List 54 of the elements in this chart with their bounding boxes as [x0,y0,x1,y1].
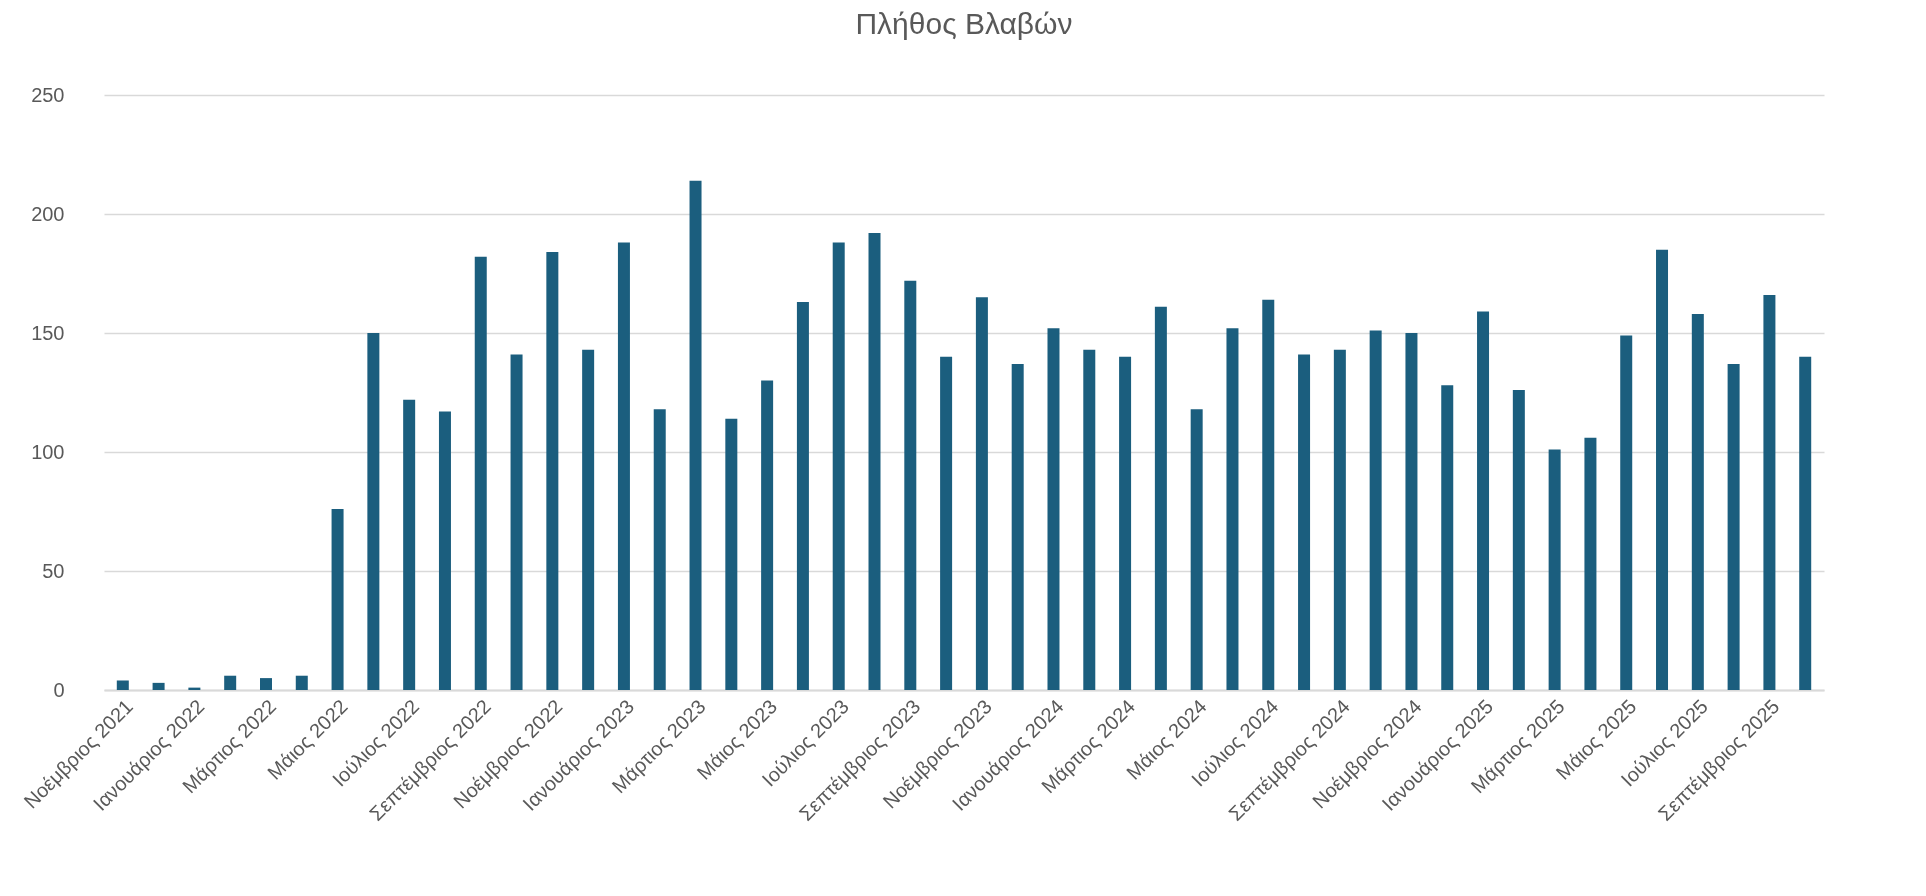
bar [725,418,738,690]
y-tick-label: 50 [42,559,65,582]
bar [152,682,165,690]
bar [474,256,487,690]
bar [224,675,237,690]
chart-title: Πλήθος Βλαβών [855,7,1073,40]
bar [1333,349,1346,690]
bar [546,252,559,690]
y-tick-label: 200 [31,202,65,225]
bar [1119,356,1132,690]
bar [1799,356,1812,690]
bar [1691,313,1704,690]
bar [940,356,953,690]
bar [1656,249,1669,690]
bar [259,678,272,690]
bar [1047,328,1060,690]
bar [438,411,451,690]
bar [904,280,917,690]
bar [761,380,774,690]
bar [403,399,416,690]
bar [367,333,380,690]
bar [1477,311,1490,690]
bar [1584,437,1597,690]
bar [868,233,881,690]
bar [617,242,630,690]
bar [1298,354,1311,690]
bar [1620,335,1633,690]
y-tick-label: 100 [31,440,65,463]
bar [1441,385,1454,690]
bar [295,675,308,690]
bar [1405,333,1418,690]
y-tick-label: 250 [31,83,65,106]
bar [331,509,344,690]
bar [116,680,129,690]
y-tick-label: 150 [31,321,65,344]
bar [1083,349,1096,690]
bar [1369,330,1382,690]
bar [1154,306,1167,690]
bar [689,180,702,690]
bar [582,349,595,690]
bar [1011,363,1024,690]
bar [1727,363,1740,690]
bar [1190,409,1203,690]
bar [1763,294,1776,690]
bar [653,409,666,690]
bar [1262,299,1275,690]
bar [510,354,523,690]
bar [832,242,845,690]
bar [975,297,988,690]
y-tick-label: 0 [53,678,65,701]
bar [1548,449,1561,690]
bar [1226,328,1239,690]
bar [1512,390,1525,690]
bar [796,302,809,690]
